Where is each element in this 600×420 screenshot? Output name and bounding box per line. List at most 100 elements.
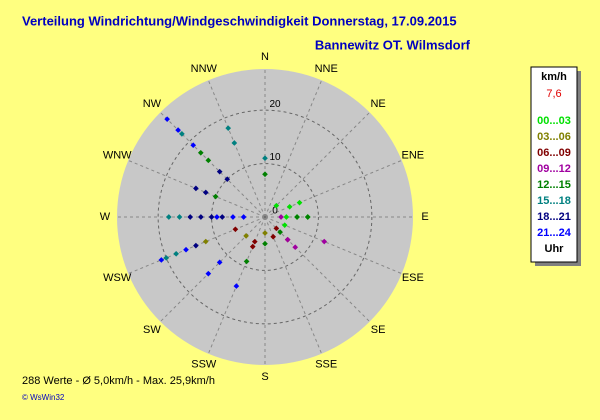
direction-label: SE	[371, 324, 386, 336]
spoke	[159, 216, 266, 323]
direction-label: SSW	[191, 359, 217, 371]
data-point	[216, 259, 223, 266]
data-point	[273, 225, 280, 232]
data-point	[216, 168, 223, 175]
direction-label: SW	[143, 324, 161, 336]
data-point	[292, 244, 299, 251]
data-point	[224, 176, 231, 183]
direction-label: ENE	[402, 150, 425, 162]
data-point	[175, 127, 181, 133]
data-point	[212, 193, 219, 200]
data-point	[262, 230, 268, 236]
legend-title: km/h	[541, 71, 567, 83]
data-point	[233, 283, 240, 289]
spoke	[159, 111, 266, 218]
data-point	[262, 155, 268, 162]
data-point	[231, 140, 238, 146]
data-point	[183, 246, 189, 253]
data-point	[219, 214, 226, 220]
grid-ring	[211, 163, 319, 271]
direction-label: SSE	[315, 359, 337, 371]
legend-entry: 00...03	[537, 115, 571, 127]
data-point	[214, 214, 220, 220]
data-point	[278, 214, 284, 220]
data-point	[284, 236, 291, 243]
data-point	[232, 226, 239, 233]
legend-entry: 12...15	[537, 179, 571, 191]
data-point	[249, 243, 256, 250]
data-point	[190, 142, 197, 149]
chart-subtitle: Bannewitz OT. Wilmsdorf	[315, 37, 471, 52]
copyright: © WsWin32	[22, 393, 65, 402]
chart-title: Verteilung Windrichtung/Windgeschwindigk…	[22, 13, 457, 28]
data-point	[243, 258, 250, 265]
data-point	[286, 203, 293, 210]
data-point	[176, 214, 183, 220]
data-point	[243, 233, 249, 239]
r-tick-label: 20	[269, 99, 281, 110]
spoke	[264, 216, 371, 323]
legend-entry: 21...24	[537, 227, 572, 239]
spoke	[264, 216, 402, 275]
direction-label: NE	[370, 98, 385, 110]
data-point	[283, 214, 290, 220]
data-point	[205, 270, 212, 277]
data-point	[173, 250, 179, 257]
data-point	[273, 202, 280, 209]
r-tick-label: 0	[272, 206, 278, 217]
data-point	[230, 214, 236, 220]
spoke	[207, 80, 266, 218]
spoke	[264, 216, 323, 354]
direction-label: WSW	[103, 272, 132, 284]
legend-entry: 09...12	[537, 163, 571, 175]
grid-ring	[157, 109, 373, 325]
data-point	[281, 222, 288, 229]
data-point	[270, 233, 277, 240]
data-point	[187, 214, 194, 220]
data-point	[262, 240, 268, 247]
data-point	[163, 255, 170, 261]
legend-entry: 15...18	[537, 195, 571, 207]
data-point	[165, 214, 172, 220]
data-point	[240, 214, 247, 220]
data-point	[321, 238, 328, 245]
grid-center	[264, 216, 266, 218]
data-point	[179, 131, 185, 137]
data-point	[205, 157, 212, 164]
spoke	[264, 111, 371, 218]
data-point	[202, 238, 209, 245]
data-point	[193, 185, 199, 192]
direction-label: S	[261, 371, 268, 383]
direction-label: NNW	[191, 63, 218, 75]
spoke	[264, 80, 323, 218]
legend-entry: 18...21	[537, 211, 571, 223]
data-point	[198, 214, 204, 220]
data-point	[202, 189, 209, 196]
direction-label: E	[421, 211, 428, 223]
direction-label: NW	[143, 98, 162, 110]
direction-label: ESE	[402, 272, 424, 284]
data-point	[208, 214, 215, 220]
data-point	[193, 242, 199, 249]
footer: 288 Werte - Ø 5,0km/h - Max. 25,9km/h	[22, 375, 215, 387]
data-point	[158, 257, 165, 263]
legend-box	[530, 66, 578, 263]
r-tick-label: 10	[269, 152, 281, 163]
data-point	[304, 214, 311, 220]
direction-label: WNW	[103, 150, 132, 162]
data-point	[164, 116, 170, 122]
data-point	[262, 171, 268, 178]
data-point	[294, 214, 300, 220]
data-point	[251, 238, 258, 245]
direction-label: W	[100, 211, 111, 223]
current-speed: 7,6	[546, 88, 561, 100]
direction-label: N	[261, 51, 269, 63]
legend-footer: Uhr	[545, 243, 565, 255]
data-point	[277, 229, 283, 235]
data-point	[296, 199, 303, 206]
direction-label: NNE	[315, 63, 338, 75]
data-point	[197, 149, 204, 156]
legend-entry: 06...09	[537, 147, 571, 159]
